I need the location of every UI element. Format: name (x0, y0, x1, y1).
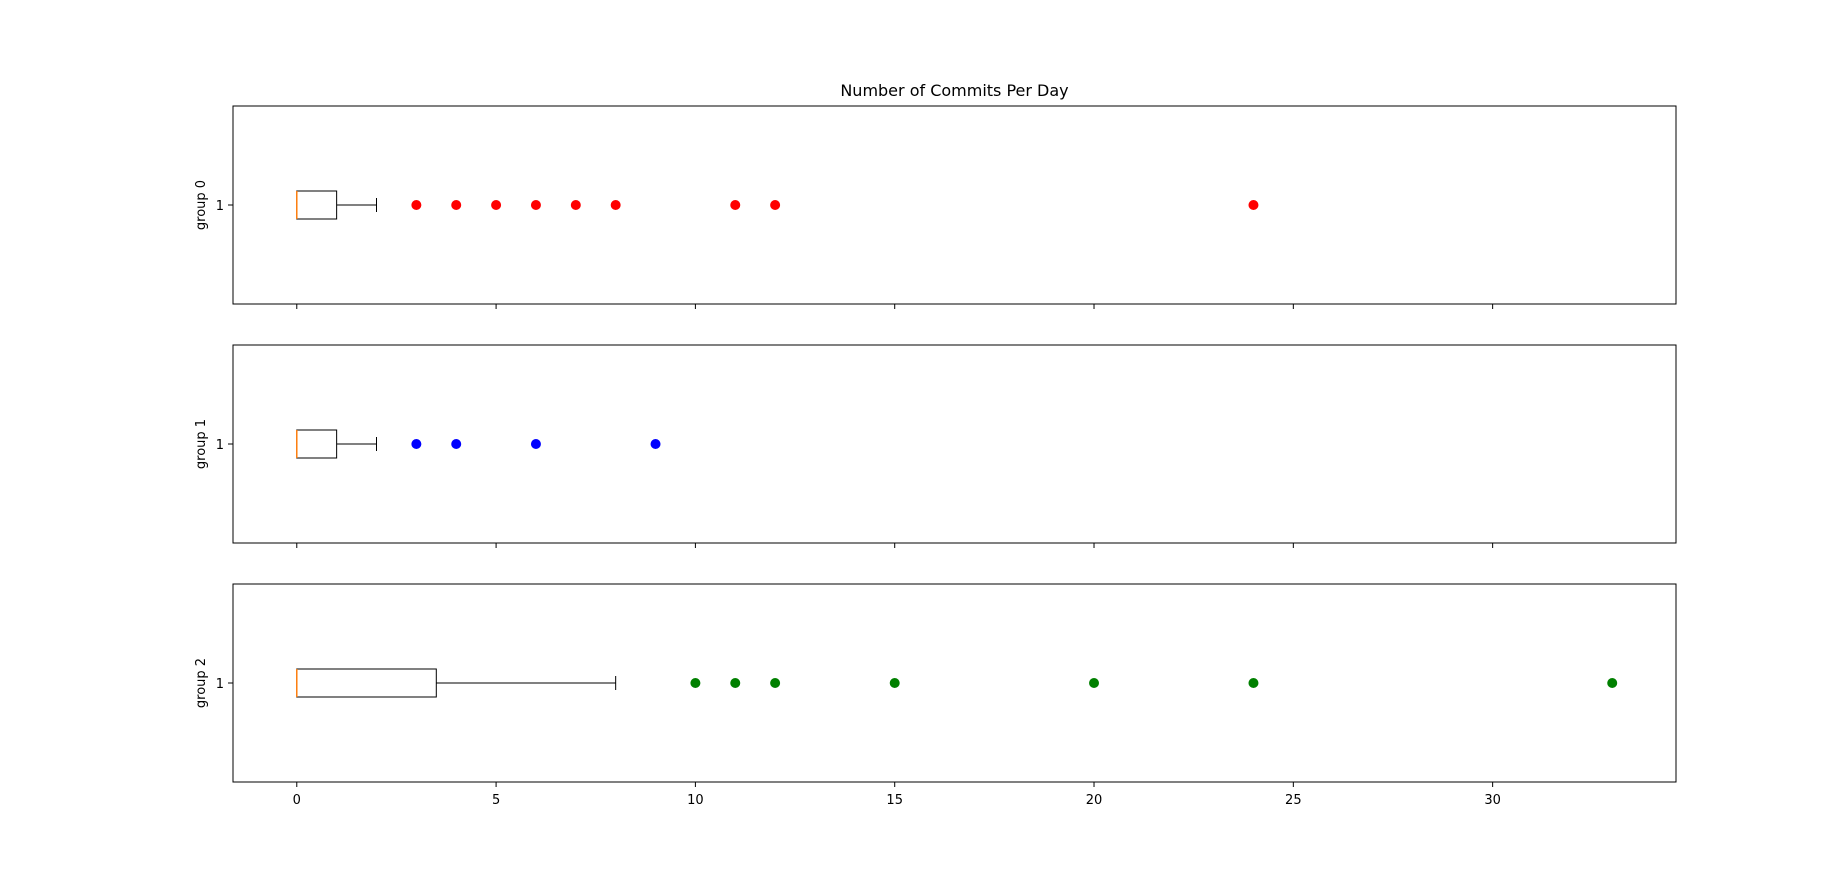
axes-frame (232, 105, 1677, 305)
chart-title: Number of Commits Per Day (840, 81, 1068, 100)
box (296, 668, 437, 698)
y-tick-label: 1 (216, 677, 224, 692)
outlier-point (570, 200, 581, 210)
outlier-point (1607, 678, 1618, 688)
outlier-point (889, 678, 900, 688)
x-tick-label: 30 (1484, 793, 1501, 808)
outlier-point (650, 439, 661, 449)
panel-1: 1 group 1 (194, 344, 1677, 548)
outlier-point (770, 678, 781, 688)
panels: 1 group 0 1 group 1 1 group 2 0 5 10 15 20 25 30 (194, 105, 1677, 808)
x-tick-label: 25 (1285, 793, 1302, 808)
outlier-point (730, 200, 741, 210)
outlier-point (530, 200, 541, 210)
y-axis-label: group 1 (194, 419, 209, 469)
outlier-point (1089, 678, 1100, 688)
outlier-point (1248, 200, 1259, 210)
x-tick-label: 0 (293, 793, 301, 808)
outlier-point (690, 678, 701, 688)
outlier-point (491, 200, 502, 210)
box (296, 429, 338, 459)
x-tick-label: 10 (687, 793, 704, 808)
x-tick-label: 5 (492, 793, 500, 808)
outlier-point (530, 439, 541, 449)
y-axis-label: group 0 (194, 180, 209, 230)
axes-frame (232, 344, 1677, 544)
box (296, 190, 338, 220)
outlier-point (411, 200, 422, 210)
outlier-point (610, 200, 621, 210)
y-axis-label: group 2 (194, 658, 209, 708)
x-tick-label: 15 (886, 793, 903, 808)
outlier-point (770, 200, 781, 210)
outlier-point (451, 200, 462, 210)
outlier-point (730, 678, 741, 688)
y-tick-label: 1 (216, 199, 224, 214)
outlier-point (451, 439, 462, 449)
x-tick-label: 20 (1086, 793, 1103, 808)
outlier-point (411, 439, 422, 449)
y-tick-label: 1 (216, 438, 224, 453)
outlier-point (1248, 678, 1259, 688)
panel-2: 1 group 2 0 5 10 15 20 25 30 (194, 583, 1677, 808)
panel-0: 1 group 0 (194, 105, 1677, 309)
